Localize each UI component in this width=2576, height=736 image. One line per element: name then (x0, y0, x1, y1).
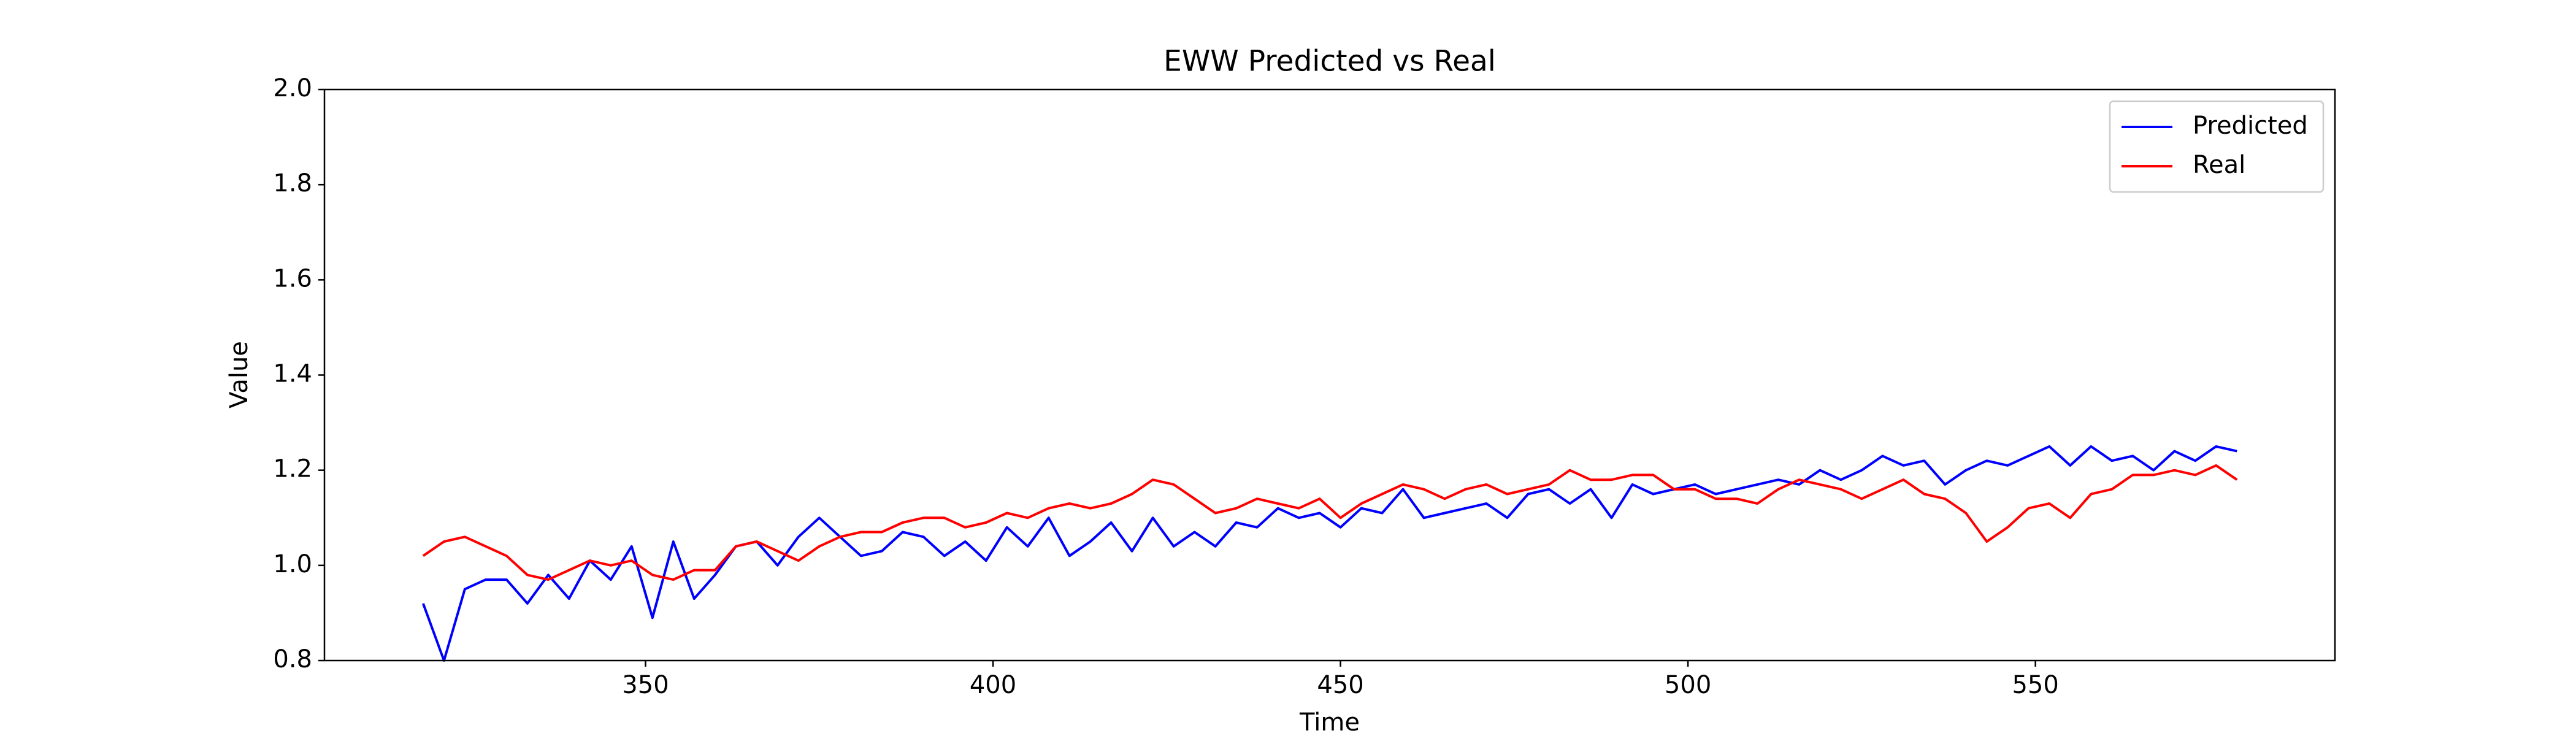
y-tick-label: 2.0 (273, 74, 312, 102)
y-tick-label: 0.8 (273, 645, 312, 673)
x-tick-label: 350 (622, 671, 669, 699)
series-line (422, 464, 2238, 581)
series-line (422, 445, 2237, 662)
legend-label: Predicted (2193, 112, 2308, 140)
y-tick-label: 1.4 (273, 360, 312, 388)
y-tick-label: 1.2 (273, 455, 312, 483)
x-tick-label: 400 (970, 671, 1016, 699)
legend-box (2109, 100, 2325, 193)
plot-frame (323, 88, 2336, 662)
y-tick-label: 1.0 (273, 550, 312, 578)
chart-title: EWW Predicted vs Real (1163, 45, 1496, 79)
y-tick-label: 1.8 (273, 169, 312, 197)
legend-label: Real (2193, 151, 2245, 179)
x-tick-label: 550 (2012, 671, 2058, 699)
x-tick-label: 450 (1317, 671, 1363, 699)
x-tick-label: 500 (1665, 671, 1711, 699)
x-axis-label: Time (1299, 708, 1360, 736)
y-axis-label: Value (225, 341, 253, 408)
y-tick-label: 1.6 (273, 264, 312, 293)
